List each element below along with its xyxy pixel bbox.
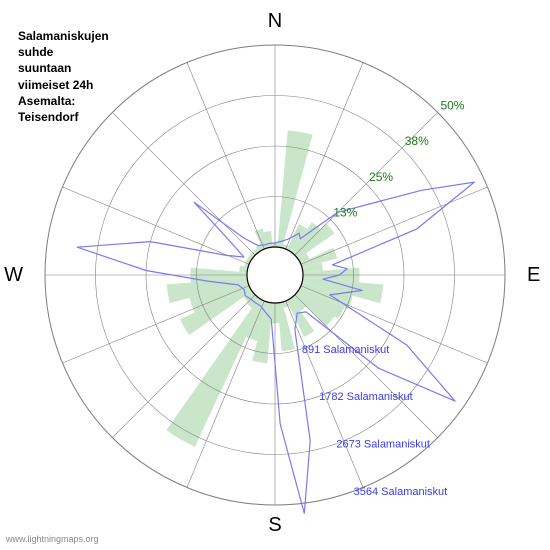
cardinal-label: S — [268, 514, 281, 536]
source-label: www.lightningmaps.org — [6, 534, 99, 544]
title-line: Salamaniskujen — [18, 29, 109, 43]
title-line: viimeiset 24h — [18, 78, 93, 92]
chart-title: Salamaniskujen suhde suuntaan viimeiset … — [18, 28, 109, 125]
grid-spoke — [63, 286, 250, 363]
strike-label: 2673 Salamaniskut — [336, 439, 430, 451]
grid-spoke — [112, 112, 255, 255]
title-line: suuntaan — [18, 61, 71, 75]
pct-label: 25% — [369, 170, 393, 184]
grid-spoke — [63, 187, 250, 264]
title-line: Asemalta: — [18, 94, 75, 108]
grid-spoke — [295, 295, 438, 438]
cardinal-label: W — [4, 264, 23, 286]
cardinal-label: E — [527, 264, 540, 286]
center-disk — [247, 247, 303, 303]
cardinal-label: N — [268, 10, 282, 32]
pct-label: 38% — [405, 134, 429, 148]
strike-label: 1782 Salamaniskut — [319, 391, 413, 403]
pct-label: 50% — [440, 99, 464, 113]
blue-outline — [77, 182, 474, 513]
grid-spoke — [187, 63, 264, 250]
pct-label: 13% — [333, 206, 357, 220]
strike-label: 3564 Salamaniskut — [354, 486, 448, 498]
grid-spoke — [301, 187, 488, 264]
title-line: suhde — [18, 45, 53, 59]
title-line: Teisendorf — [18, 110, 78, 124]
strike-label: 891 Salamaniskut — [302, 344, 389, 356]
